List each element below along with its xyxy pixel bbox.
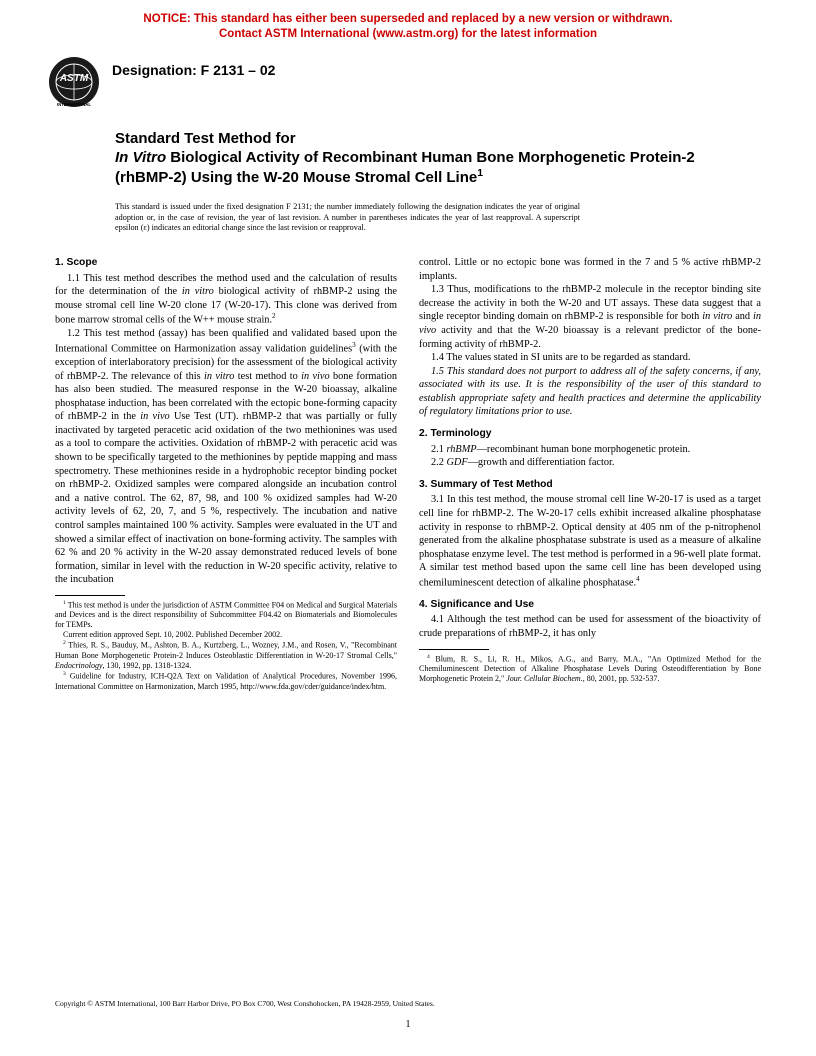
title-rest: Biological Activity of Recombinant Human… xyxy=(115,149,695,187)
para-1-5: 1.5 This standard does not purport to ad… xyxy=(419,365,761,419)
svg-text:ASTM: ASTM xyxy=(59,73,89,84)
footnote-2: 2 Thies, R. S., Bauduy, M., Ashton, B. A… xyxy=(55,640,397,671)
para-1-3: 1.3 Thus, modifications to the rhBMP-2 m… xyxy=(419,283,761,351)
footnote-3: 3 Guideline for Industry, ICH-Q2A Text o… xyxy=(55,671,397,692)
para-1-4: 1.4 The values stated in SI units are to… xyxy=(419,351,761,365)
para-1-2: 1.2 This test method (assay) has been qu… xyxy=(55,327,397,586)
title-lead: Standard Test Method for xyxy=(115,130,756,149)
terminology-heading: 2. Terminology xyxy=(419,427,761,441)
designation: Designation: F 2131 – 02 xyxy=(112,56,275,78)
para-2-1: 2.1 rhBMP—recombinant human bone morphog… xyxy=(419,443,761,457)
notice-banner: NOTICE: This standard has either been su… xyxy=(0,0,816,48)
significance-heading: 4. Significance and Use xyxy=(419,598,761,612)
svg-text:INTERNATIONAL: INTERNATIONAL xyxy=(57,102,91,107)
title-block: Standard Test Method for In Vitro Biolog… xyxy=(0,108,816,188)
para-2-2: 2.2 GDF—growth and differentiation facto… xyxy=(419,456,761,470)
left-column: 1. Scope 1.1 This test method describes … xyxy=(55,256,397,692)
copyright: Copyright © ASTM International, 100 Barr… xyxy=(0,999,816,1008)
footnote-rule-right xyxy=(419,649,489,650)
issuance-note: This standard is issued under the fixed … xyxy=(0,188,640,234)
summary-heading: 3. Summary of Test Method xyxy=(419,478,761,492)
title-invitro: In Vitro xyxy=(115,149,166,166)
page-number: 1 xyxy=(0,1019,816,1030)
header: ASTM INTERNATIONAL Designation: F 2131 –… xyxy=(0,48,816,108)
body-columns: 1. Scope 1.1 This test method describes … xyxy=(0,234,816,692)
right-column: control. Little or no ectopic bone was f… xyxy=(419,256,761,692)
astm-logo: ASTM INTERNATIONAL xyxy=(48,56,100,108)
notice-line2: Contact ASTM International (www.astm.org… xyxy=(60,27,756,42)
title-sup: 1 xyxy=(477,167,483,179)
notice-line1: NOTICE: This standard has either been su… xyxy=(60,12,756,27)
footnote-4: 4 Blum, R. S., Li, R. H., Mikos, A.G., a… xyxy=(419,654,761,685)
para-1-1: 1.1 This test method describes the metho… xyxy=(55,272,397,328)
para-4-1: 4.1 Although the test method can be used… xyxy=(419,613,761,640)
footnote-rule-left xyxy=(55,595,125,596)
title-main: In Vitro Biological Activity of Recombin… xyxy=(115,149,756,189)
para-1-2-cont: control. Little or no ectopic bone was f… xyxy=(419,256,761,283)
footnote-1b: Current edition approved Sept. 10, 2002.… xyxy=(55,630,397,640)
para-3-1: 3.1 In this test method, the mouse strom… xyxy=(419,493,761,589)
footnote-1: 1 This test method is under the jurisdic… xyxy=(55,600,397,631)
scope-heading: 1. Scope xyxy=(55,256,397,270)
